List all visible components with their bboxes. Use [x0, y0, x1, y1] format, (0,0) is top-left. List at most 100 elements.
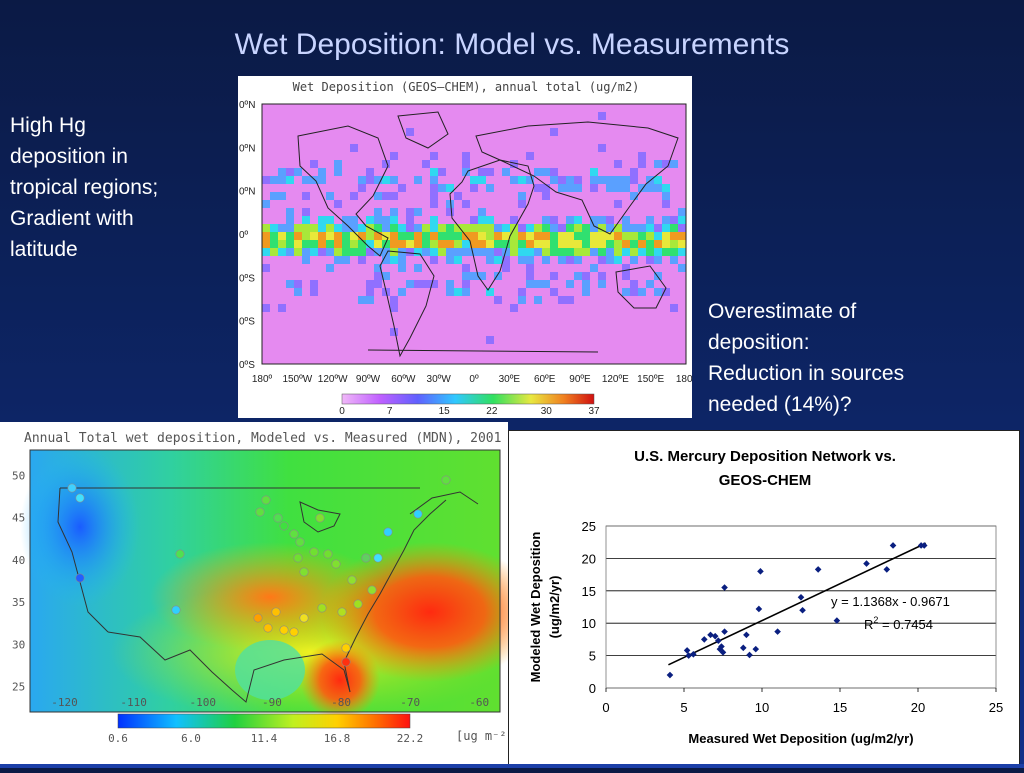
scatter-point [883, 566, 891, 573]
scatter-x-tick: 20 [911, 700, 925, 715]
model-grid-cell [646, 176, 654, 184]
model-grid-cell [622, 216, 630, 224]
model-grid-cell [494, 232, 502, 240]
model-grid-cell [558, 232, 566, 240]
global-map-x-tick: 90ºE [569, 374, 591, 385]
model-grid-cell [302, 224, 310, 232]
model-grid-cell [390, 232, 398, 240]
model-grid-cell [654, 288, 662, 296]
model-grid-cell [614, 240, 622, 248]
model-grid-cell [262, 200, 270, 208]
mdn-site-marker [299, 567, 309, 577]
model-grid-cell [582, 280, 590, 288]
model-grid-cell [678, 240, 686, 248]
model-grid-cell [318, 216, 326, 224]
model-grid-cell [590, 264, 598, 272]
model-grid-cell [534, 296, 542, 304]
model-grid-cell [558, 240, 566, 248]
model-grid-cell [430, 152, 438, 160]
mdn-site-marker [253, 613, 263, 623]
model-grid-cell [358, 256, 366, 264]
model-grid-cell [414, 264, 422, 272]
scatter-point [920, 542, 928, 549]
model-grid-cell [454, 232, 462, 240]
model-grid-cell [414, 224, 422, 232]
model-grid-cell [350, 216, 358, 224]
model-grid-cell [414, 208, 422, 216]
model-grid-cell [270, 240, 278, 248]
model-grid-cell [526, 176, 534, 184]
model-grid-cell [470, 216, 478, 224]
mdn-site-marker [279, 521, 289, 531]
model-grid-cell [326, 232, 334, 240]
model-grid-cell [398, 232, 406, 240]
model-grid-cell [446, 256, 454, 264]
model-grid-cell [574, 184, 582, 192]
model-grid-cell [486, 248, 494, 256]
model-grid-cell [574, 232, 582, 240]
model-grid-cell [550, 128, 558, 136]
us-map-field [20, 447, 540, 722]
us-map-colorbar [117, 713, 411, 729]
mdn-site-marker [299, 613, 309, 623]
model-grid-cell [678, 224, 686, 232]
mdn-site-marker [383, 527, 393, 537]
model-grid-cell [670, 224, 678, 232]
us-map-x-tick: -100 [190, 696, 217, 709]
model-grid-cell [262, 248, 270, 256]
model-grid-cell [494, 296, 502, 304]
model-grid-cell [302, 208, 310, 216]
model-grid-cell [542, 192, 550, 200]
scatter-x-tick: 15 [833, 700, 847, 715]
mdn-site-marker [315, 513, 325, 523]
model-grid-cell [606, 256, 614, 264]
scatter-point [683, 647, 691, 654]
model-grid-cell [598, 112, 606, 120]
model-grid-cell [670, 160, 678, 168]
global-map-x-tick: 150ºW [282, 374, 312, 385]
scatter-x-tick: 5 [680, 700, 687, 715]
us-map-x-tick: -80 [331, 696, 351, 709]
model-grid-cell [566, 248, 574, 256]
mdn-site-marker [341, 643, 351, 653]
model-grid-cell [310, 248, 318, 256]
model-grid-cell [606, 248, 614, 256]
global-map-colorbar-tick: 30 [541, 406, 553, 417]
global-map-colorbar-tick: 22 [486, 406, 498, 417]
model-grid-cell [558, 224, 566, 232]
scatter-point [863, 560, 870, 567]
model-grid-cell [294, 224, 302, 232]
model-grid-cell [638, 160, 646, 168]
model-grid-cell [550, 240, 558, 248]
model-grid-cell [606, 216, 614, 224]
model-grid-cell [510, 304, 518, 312]
model-grid-cell [526, 272, 534, 280]
model-grid-cell [302, 248, 310, 256]
model-grid-cell [518, 256, 526, 264]
model-grid-cell [630, 288, 638, 296]
model-grid-cell [326, 240, 334, 248]
model-grid-cell [438, 184, 446, 192]
model-grid-cell [358, 224, 366, 232]
global-map-y-tick: 0ºN [239, 143, 255, 154]
model-grid-cell [582, 224, 590, 232]
scatter-point [755, 605, 763, 613]
model-grid-cell [430, 192, 438, 200]
model-grid-cell [638, 224, 646, 232]
model-grid-cell [278, 232, 286, 240]
model-grid-cell [638, 232, 646, 240]
model-grid-cell [438, 240, 446, 248]
model-grid-cell [502, 168, 510, 176]
scatter-point [707, 631, 714, 639]
model-grid-cell [646, 184, 654, 192]
model-grid-cell [510, 176, 518, 184]
model-grid-cell [622, 272, 630, 280]
model-grid-cell [454, 256, 462, 264]
model-grid-cell [462, 160, 470, 168]
mdn-site-marker [271, 607, 281, 617]
model-grid-cell [614, 176, 622, 184]
model-grid-cell [366, 248, 374, 256]
model-grid-cell [294, 168, 302, 176]
mdn-site-marker [347, 575, 357, 585]
model-grid-cell [558, 256, 566, 264]
